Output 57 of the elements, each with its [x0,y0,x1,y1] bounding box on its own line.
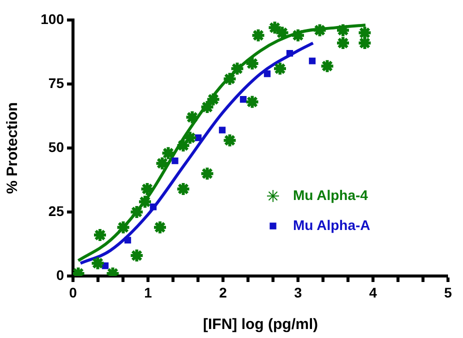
point [244,56,260,72]
point [336,22,350,38]
point [176,138,191,153]
point [222,132,238,148]
point [129,248,144,264]
point [272,61,288,76]
x-tick-label: 4 [369,284,378,300]
point [290,28,306,43]
point [206,92,221,107]
point [172,157,178,164]
point [308,58,316,64]
point [230,61,245,76]
point [286,50,294,57]
point [154,156,170,171]
point [150,204,157,210]
point [320,58,335,74]
x-tick-label: 1 [144,284,152,300]
y-axis-title: % Protection [4,102,22,194]
legend-label: Mu Alpha-A [293,216,370,233]
point [357,25,372,40]
point [152,220,168,235]
point [116,220,131,235]
point [267,20,282,36]
point [138,194,152,210]
x-tick-label: 0 [69,284,78,300]
x-tick-label: 5 [444,284,452,300]
point [92,228,108,243]
point [218,126,226,134]
point [240,96,247,103]
point [194,134,202,142]
y-tick-label: 100 [40,10,64,27]
point [312,22,328,38]
point [250,28,266,43]
point [200,166,215,182]
point [244,94,260,110]
point [90,256,106,271]
point [176,181,191,196]
line-series [79,42,314,265]
y-tick-label: 0 [56,266,64,283]
x-axis-title: [IFN] log (pg/ml) [203,316,318,334]
point [160,146,176,161]
point [129,204,144,220]
x-tick-label: 2 [219,284,228,300]
point [182,130,198,146]
point [357,36,372,51]
point [124,236,132,244]
point [200,100,215,115]
point [222,71,238,86]
y-tick-label: 50 [48,138,64,155]
legend-label: Mu Alpha-4 [293,186,368,203]
y-tick-label: 25 [48,202,64,219]
point [184,110,200,125]
point [274,25,290,40]
point [264,70,271,78]
y-tick-label: 75 [48,74,64,91]
point [336,36,350,51]
x-tick-label: 3 [294,284,302,300]
